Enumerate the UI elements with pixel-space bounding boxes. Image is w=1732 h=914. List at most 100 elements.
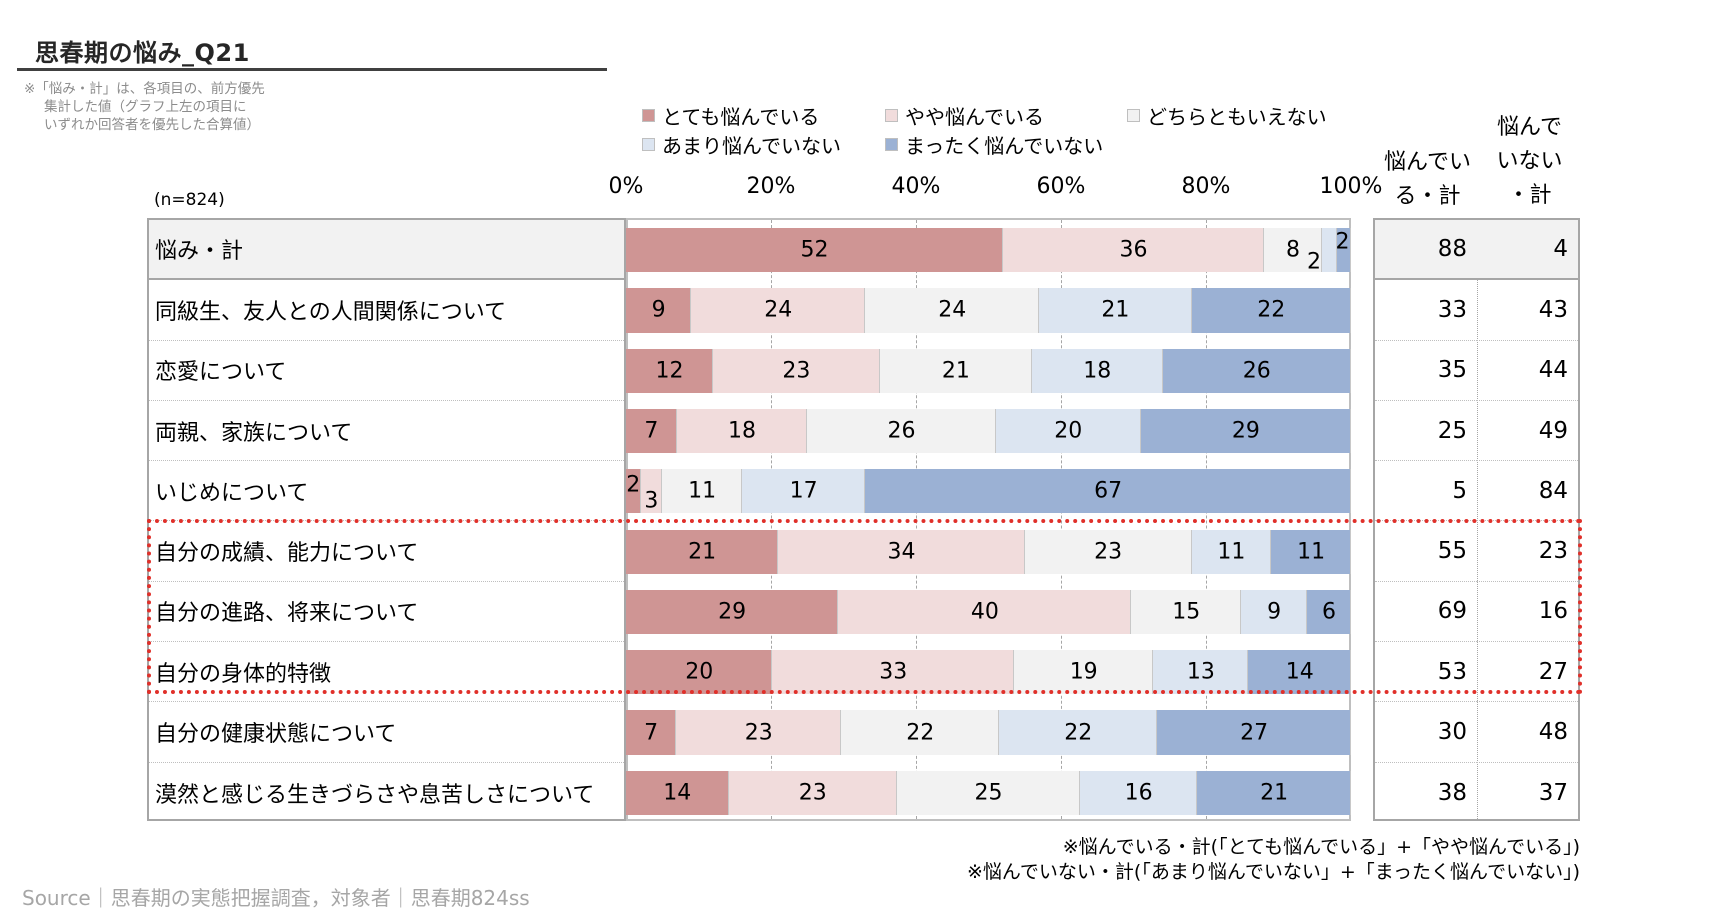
header-line: 悩んでい xyxy=(1384,150,1471,175)
bar-segment-not-worried-at-all xyxy=(1140,408,1351,454)
bar-value-label: 9 xyxy=(1267,599,1282,625)
bar-value-label: 29 xyxy=(718,599,747,625)
bar-value-label: 24 xyxy=(938,297,967,323)
bar-segment-somewhat-worried xyxy=(691,288,866,333)
sample-size: (n=824) xyxy=(154,190,225,210)
bar-value-label: 18 xyxy=(728,418,756,444)
worried-total-value: 30 xyxy=(1375,702,1477,763)
bar-segment-neither xyxy=(841,710,1000,755)
category-label: 自分の成績、能力について xyxy=(149,522,624,582)
bar-segment-somewhat-worried xyxy=(713,348,880,393)
category-label: 自分の身体的特徴 xyxy=(149,642,624,703)
stacked-bar-plot: 52 36 8 2 2 9 24 24 21 22 12 23 21 18 26 7 18 26 20 29 2 3 11 1… xyxy=(626,218,1351,821)
not-worried-total-value: 23 xyxy=(1477,522,1578,582)
not-worried-total-value: 43 xyxy=(1477,280,1578,341)
bar-segment-not-worried-at-all xyxy=(1157,710,1351,755)
bar-segment-not-very-worried xyxy=(995,408,1141,454)
bar-segment-not-very-worried xyxy=(1241,589,1308,635)
legend-swatch xyxy=(885,137,898,151)
bar-value-label: 11 xyxy=(1217,539,1246,565)
bar-value-label: 40 xyxy=(970,599,999,625)
bar-segment-neither xyxy=(896,770,1081,815)
x-tick-label: 100% xyxy=(1319,174,1383,199)
bar-segment-not-worried-at-all xyxy=(865,469,1351,514)
bar-value-label: 34 xyxy=(887,539,916,565)
legend-item-somewhat-worried: やや悩んでいる xyxy=(885,102,1044,129)
worried-total-value: 88 xyxy=(1375,220,1477,281)
bar-segment-very-worried xyxy=(626,770,729,815)
worried-total-value: 69 xyxy=(1375,582,1477,643)
category-label: いじめについて xyxy=(149,461,624,522)
x-tick-label: 0% xyxy=(608,174,644,199)
header-not-worried-total: 悩んで いない ・計 xyxy=(1482,111,1577,213)
not-worried-total-value: 27 xyxy=(1477,642,1578,703)
bar-value-label: 19 xyxy=(1069,659,1098,685)
bar-segment-neither xyxy=(1024,529,1192,574)
bar-value-label: 2 xyxy=(1335,229,1350,255)
bar-value-label: 25 xyxy=(974,780,1003,806)
worried-total-value: 25 xyxy=(1375,401,1477,462)
legend-label: とても悩んでいる xyxy=(662,104,820,129)
bar-value-label: 24 xyxy=(764,297,793,323)
aggregation-note: ※「悩み・計」は、各項目の、前方優先 集計した値（グラフ上左の項目に いずれか回… xyxy=(24,80,265,134)
bar-segment-somewhat-worried xyxy=(676,408,808,454)
bar-value-label: 21 xyxy=(1101,297,1130,323)
totals-table: 88 4 33 43 35 44 25 49 5 84 55 23 69 16 53 27 30 48 38 37 xyxy=(1373,218,1580,821)
bar-segment-neither xyxy=(807,408,996,454)
bar-value-label: 11 xyxy=(688,478,717,504)
bar-segment-very-worried xyxy=(626,348,713,393)
bar-value-label: 26 xyxy=(1242,358,1271,384)
header-line: いない xyxy=(1496,149,1563,174)
bar-segment-not-very-worried xyxy=(1032,348,1163,393)
x-tick-label: 80% xyxy=(1181,174,1231,199)
footnote-worried: ※悩んでいる・計(「とても悩んでいる」+「やや悩んでいる」) xyxy=(1062,836,1580,858)
bar-value-label: 23 xyxy=(744,720,773,746)
legend-item-neither: どちらともいえない xyxy=(1127,102,1327,129)
category-label-total: 悩み・計 xyxy=(149,220,624,281)
bar-segment-not-very-worried xyxy=(1191,529,1272,574)
bar-segment-not-very-worried xyxy=(1322,228,1337,273)
bar-value-label: 3 xyxy=(644,488,659,514)
bar-segment-neither xyxy=(1014,650,1154,695)
bar-segment-not-very-worried xyxy=(999,710,1158,755)
bar-segment-somewhat-worried xyxy=(772,650,1015,695)
worried-total-value: 5 xyxy=(1375,461,1477,522)
bar-segment-not-worried-at-all xyxy=(1248,650,1351,695)
category-label: 両親、家族について xyxy=(149,401,624,462)
x-tick-label: 40% xyxy=(891,174,941,199)
category-label: 自分の進路、将来について xyxy=(149,582,624,643)
bar-value-label: 11 xyxy=(1297,539,1326,565)
x-tick-label: 60% xyxy=(1036,174,1086,199)
category-label: 恋愛について xyxy=(149,341,624,401)
note-line: ※「悩み・計」は、各項目の、前方優先 xyxy=(24,81,265,97)
bar-segment-very-worried xyxy=(626,529,779,574)
bar-value-label: 27 xyxy=(1240,720,1269,746)
bar-segment-neither xyxy=(1131,589,1242,635)
bar-segment-somewhat-worried xyxy=(778,529,1025,574)
header-worried-total: 悩んでい る・計 xyxy=(1380,146,1475,214)
worried-total-value: 55 xyxy=(1375,522,1477,582)
bar-value-label: 23 xyxy=(782,358,811,384)
bar-segment-very-worried xyxy=(626,589,839,635)
bar-value-label: 22 xyxy=(1064,720,1093,746)
bar-value-label: 16 xyxy=(1124,780,1153,806)
bar-segment-somewhat-worried xyxy=(838,589,1132,635)
bar-value-label: 15 xyxy=(1172,599,1201,625)
not-worried-total-value: 44 xyxy=(1477,341,1578,401)
bar-value-label: 9 xyxy=(651,297,666,323)
bar-value-label: 23 xyxy=(798,780,827,806)
legend-label: まったく悩んでいない xyxy=(905,133,1104,158)
bar-value-label: 7 xyxy=(644,720,659,746)
bar-segment-not-very-worried xyxy=(742,469,866,514)
bar-segment-very-worried xyxy=(626,288,692,333)
bar-value-label: 2 xyxy=(1307,249,1321,275)
bar-value-label: 6 xyxy=(1322,599,1337,625)
legend-swatch xyxy=(1127,108,1140,122)
bar-segment-very-worried xyxy=(626,710,677,755)
bar-segment-neither xyxy=(879,348,1032,393)
category-label: 同級生、友人との人間関係について xyxy=(149,280,624,341)
bar-segment-very-worried xyxy=(626,408,677,454)
worried-total-value: 35 xyxy=(1375,341,1477,401)
source-note: Source｜思春期の実態把握調査，対象者｜思春期824ss xyxy=(22,886,530,910)
page-title: 思春期の悩み_Q21 xyxy=(35,39,250,67)
